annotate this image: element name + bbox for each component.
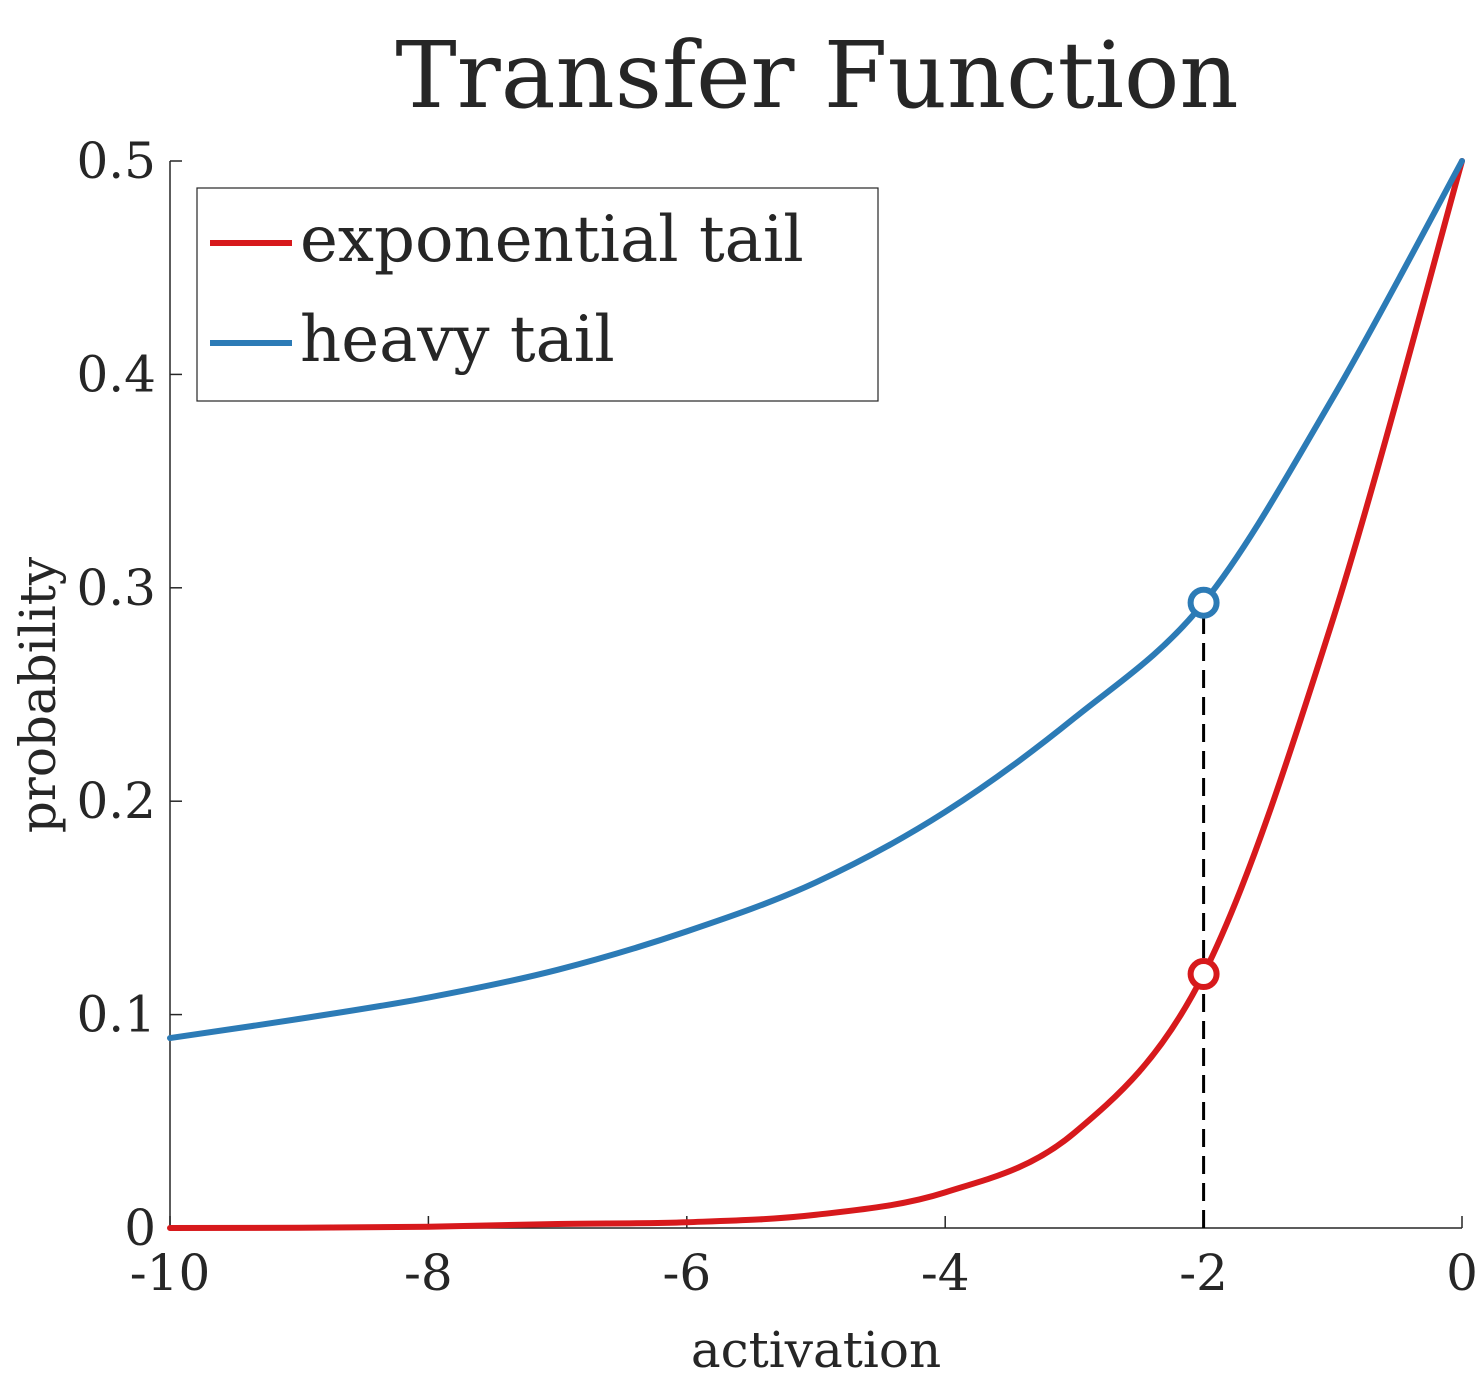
marker-exponential-tail xyxy=(1187,958,1220,991)
x-tick-label: -10 xyxy=(130,1244,211,1302)
plot-axes: -10 -8 -6 -4 -2 0 0 0.1 0.2 0.3 0.4 0.5 xyxy=(76,132,1477,1302)
y-tick-label: 0.1 xyxy=(76,986,156,1044)
y-tick-label: 0.2 xyxy=(76,772,156,830)
legend-label-heavy-tail: heavy tail xyxy=(300,303,615,377)
series-line-heavy-tail xyxy=(167,158,1465,1042)
legend-label-exponential-tail: exponential tail xyxy=(300,203,804,277)
x-axis-label: activation xyxy=(691,1321,941,1379)
y-axis-label: probability xyxy=(9,556,67,833)
y-tick-label: 0.5 xyxy=(76,132,156,190)
chart-title: Transfer Function xyxy=(395,22,1238,129)
marker-heavy-tail xyxy=(1187,586,1220,619)
legend-box xyxy=(196,187,879,402)
x-tick-label: -8 xyxy=(404,1244,453,1302)
series-layer xyxy=(167,158,1465,1231)
x-tick-label: -2 xyxy=(1179,1244,1228,1302)
x-tick-label: -4 xyxy=(921,1244,970,1302)
legend: exponential tail heavy tail xyxy=(196,187,879,402)
y-tick-label: 0.4 xyxy=(76,345,156,403)
y-tick-label: 0 xyxy=(124,1199,156,1257)
marker-layer xyxy=(1187,586,1220,991)
x-tick-label: 0 xyxy=(1446,1244,1478,1302)
series-line-exponential-tail xyxy=(167,158,1465,1231)
x-tick-label: -6 xyxy=(662,1244,711,1302)
y-tick-label: 0.3 xyxy=(76,559,156,617)
